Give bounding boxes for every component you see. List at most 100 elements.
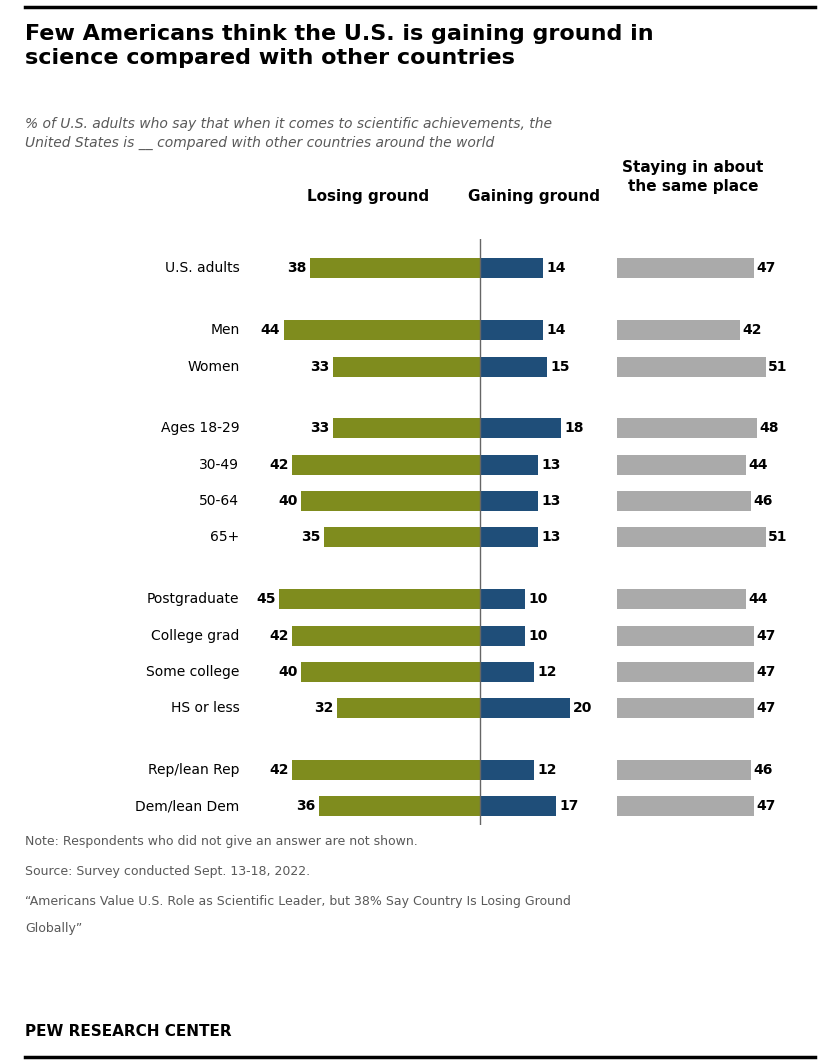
Bar — [480, 418, 560, 438]
Bar — [480, 760, 534, 780]
Text: 30-49: 30-49 — [199, 458, 239, 471]
Text: Note: Respondents who did not give an answer are not shown.: Note: Respondents who did not give an an… — [25, 835, 418, 848]
Text: 44: 44 — [260, 323, 280, 337]
Text: 42: 42 — [270, 763, 289, 777]
Bar — [617, 356, 766, 377]
Text: Few Americans think the U.S. is gaining ground in
science compared with other co: Few Americans think the U.S. is gaining … — [25, 24, 654, 68]
Bar — [333, 356, 480, 377]
Bar — [480, 454, 538, 475]
Text: % of U.S. adults who say that when it comes to scientific achievements, the
Unit: % of U.S. adults who say that when it co… — [25, 117, 552, 150]
Text: 36: 36 — [297, 799, 316, 813]
Text: Dem/lean Dem: Dem/lean Dem — [135, 799, 239, 813]
Text: Losing ground: Losing ground — [307, 189, 429, 204]
Bar — [310, 259, 480, 279]
Bar — [302, 662, 480, 682]
Bar — [480, 626, 525, 646]
Text: 40: 40 — [279, 494, 298, 509]
Text: 47: 47 — [757, 799, 776, 813]
Text: 18: 18 — [564, 421, 584, 435]
Text: 50-64: 50-64 — [199, 494, 239, 509]
Text: 38: 38 — [287, 262, 307, 276]
Bar — [480, 259, 543, 279]
Text: 40: 40 — [279, 665, 298, 679]
Bar — [617, 320, 740, 340]
Bar — [480, 797, 556, 816]
Text: Women: Women — [187, 360, 239, 373]
Text: 15: 15 — [551, 360, 570, 373]
Bar — [617, 418, 757, 438]
Text: 12: 12 — [538, 665, 557, 679]
Text: 17: 17 — [559, 799, 579, 813]
Text: Ages 18-29: Ages 18-29 — [160, 421, 239, 435]
Bar — [292, 626, 480, 646]
Bar — [302, 492, 480, 511]
Text: Gaining ground: Gaining ground — [468, 189, 600, 204]
Bar — [323, 528, 480, 548]
Bar — [480, 662, 534, 682]
Bar — [333, 418, 480, 438]
Text: 51: 51 — [769, 531, 788, 545]
Bar — [279, 589, 480, 610]
Text: 42: 42 — [270, 458, 289, 471]
Text: College grad: College grad — [151, 629, 239, 643]
Bar — [480, 356, 547, 377]
Text: 46: 46 — [753, 494, 773, 509]
Bar — [480, 589, 525, 610]
Text: 47: 47 — [757, 665, 776, 679]
Bar — [617, 259, 754, 279]
Text: Source: Survey conducted Sept. 13-18, 2022.: Source: Survey conducted Sept. 13-18, 20… — [25, 865, 310, 878]
Bar — [480, 698, 570, 718]
Bar — [617, 797, 754, 816]
Bar — [480, 492, 538, 511]
Text: 44: 44 — [748, 593, 768, 606]
Text: 45: 45 — [256, 593, 276, 606]
Text: Men: Men — [210, 323, 239, 337]
Text: 47: 47 — [757, 701, 776, 715]
Text: 14: 14 — [546, 323, 566, 337]
Bar — [337, 698, 480, 718]
Bar — [480, 528, 538, 548]
Text: 35: 35 — [301, 531, 320, 545]
Bar — [284, 320, 480, 340]
Bar — [292, 454, 480, 475]
Text: 46: 46 — [753, 763, 773, 777]
Bar — [292, 760, 480, 780]
Bar — [617, 492, 752, 511]
Text: 10: 10 — [528, 629, 548, 643]
Text: Some college: Some college — [146, 665, 239, 679]
Text: Postgraduate: Postgraduate — [147, 593, 239, 606]
Bar — [617, 662, 754, 682]
Text: 47: 47 — [757, 262, 776, 276]
Text: 48: 48 — [759, 421, 779, 435]
Bar — [617, 626, 754, 646]
Bar — [617, 528, 766, 548]
Bar — [617, 698, 754, 718]
Bar — [319, 797, 480, 816]
Text: 12: 12 — [538, 763, 557, 777]
Text: 44: 44 — [748, 458, 768, 471]
Bar — [617, 760, 752, 780]
Text: Globally”: Globally” — [25, 922, 82, 935]
Text: Staying in about
the same place: Staying in about the same place — [622, 160, 764, 194]
Text: 32: 32 — [314, 701, 333, 715]
Text: 33: 33 — [310, 421, 329, 435]
Bar — [480, 320, 543, 340]
Bar — [617, 454, 746, 475]
Text: 33: 33 — [310, 360, 329, 373]
Text: 42: 42 — [742, 323, 762, 337]
Text: 13: 13 — [542, 531, 561, 545]
Text: 65+: 65+ — [210, 531, 239, 545]
Text: 51: 51 — [769, 360, 788, 373]
Bar — [617, 589, 746, 610]
Text: 10: 10 — [528, 593, 548, 606]
Text: Rep/lean Rep: Rep/lean Rep — [148, 763, 239, 777]
Text: 20: 20 — [573, 701, 592, 715]
Text: “Americans Value U.S. Role as Scientific Leader, but 38% Say Country Is Losing G: “Americans Value U.S. Role as Scientific… — [25, 895, 571, 908]
Text: HS or less: HS or less — [171, 701, 239, 715]
Text: PEW RESEARCH CENTER: PEW RESEARCH CENTER — [25, 1024, 232, 1038]
Text: 13: 13 — [542, 494, 561, 509]
Text: 13: 13 — [542, 458, 561, 471]
Text: 14: 14 — [546, 262, 566, 276]
Text: U.S. adults: U.S. adults — [165, 262, 239, 276]
Text: 42: 42 — [270, 629, 289, 643]
